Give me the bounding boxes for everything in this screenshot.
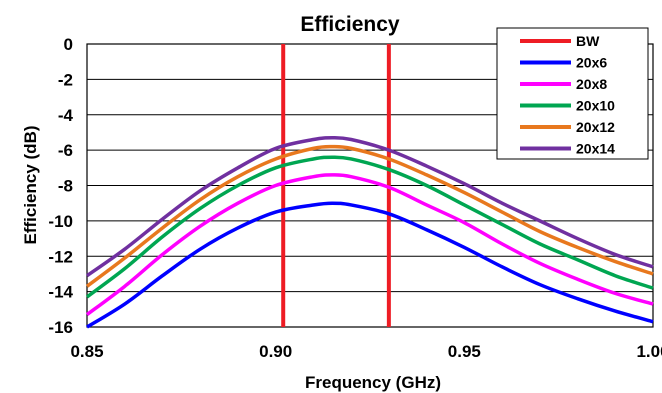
legend-entry: 20x10: [576, 98, 615, 114]
legend: BW 20x6 20x8 20x10 20x12 20x14: [496, 27, 649, 160]
series-line-20x10: [85, 155, 654, 299]
y-tick-label: -8: [58, 177, 73, 196]
chart-title: Efficiency: [300, 13, 400, 36]
legend-entry: 20x8: [576, 76, 607, 92]
series-line-20x14: [85, 135, 654, 278]
y-tick-label: 0: [64, 35, 73, 54]
x-tick-label: 0.85: [70, 342, 103, 361]
plot-area: [86, 43, 654, 328]
y-axis-label: Efficiency (dB): [21, 125, 40, 244]
x-axis-label: Frequency (GHz): [305, 373, 441, 392]
y-tick-label: -4: [58, 106, 74, 125]
x-tick-label: 0.90: [259, 342, 292, 361]
legend-entry: 20x14: [576, 141, 615, 157]
y-tick-label: -12: [48, 247, 73, 266]
y-tick-label: -16: [48, 318, 73, 337]
legend-entry: 20x12: [576, 119, 615, 135]
x-tick-label: 0.95: [448, 342, 481, 361]
series-lines: [85, 135, 654, 329]
legend-entry: BW: [576, 33, 600, 49]
legend-entry: 20x6: [576, 55, 607, 71]
y-tick-labels: 0 -2 -4 -6 -8 -10 -12 -14 -16: [48, 35, 73, 337]
series-line-20x6: [86, 201, 654, 329]
legend-box: [496, 27, 649, 160]
y-tick-label: -2: [58, 70, 73, 89]
y-tick-label: -10: [48, 212, 73, 231]
x-tick-label: 1.00: [636, 342, 662, 361]
series-line-20x12: [85, 144, 654, 288]
x-tick-labels: 0.85 0.90 0.95 1.00: [70, 342, 662, 361]
y-tick-label: -14: [48, 283, 73, 302]
series-line-20x8: [85, 173, 654, 317]
y-tick-label: -6: [58, 141, 73, 160]
